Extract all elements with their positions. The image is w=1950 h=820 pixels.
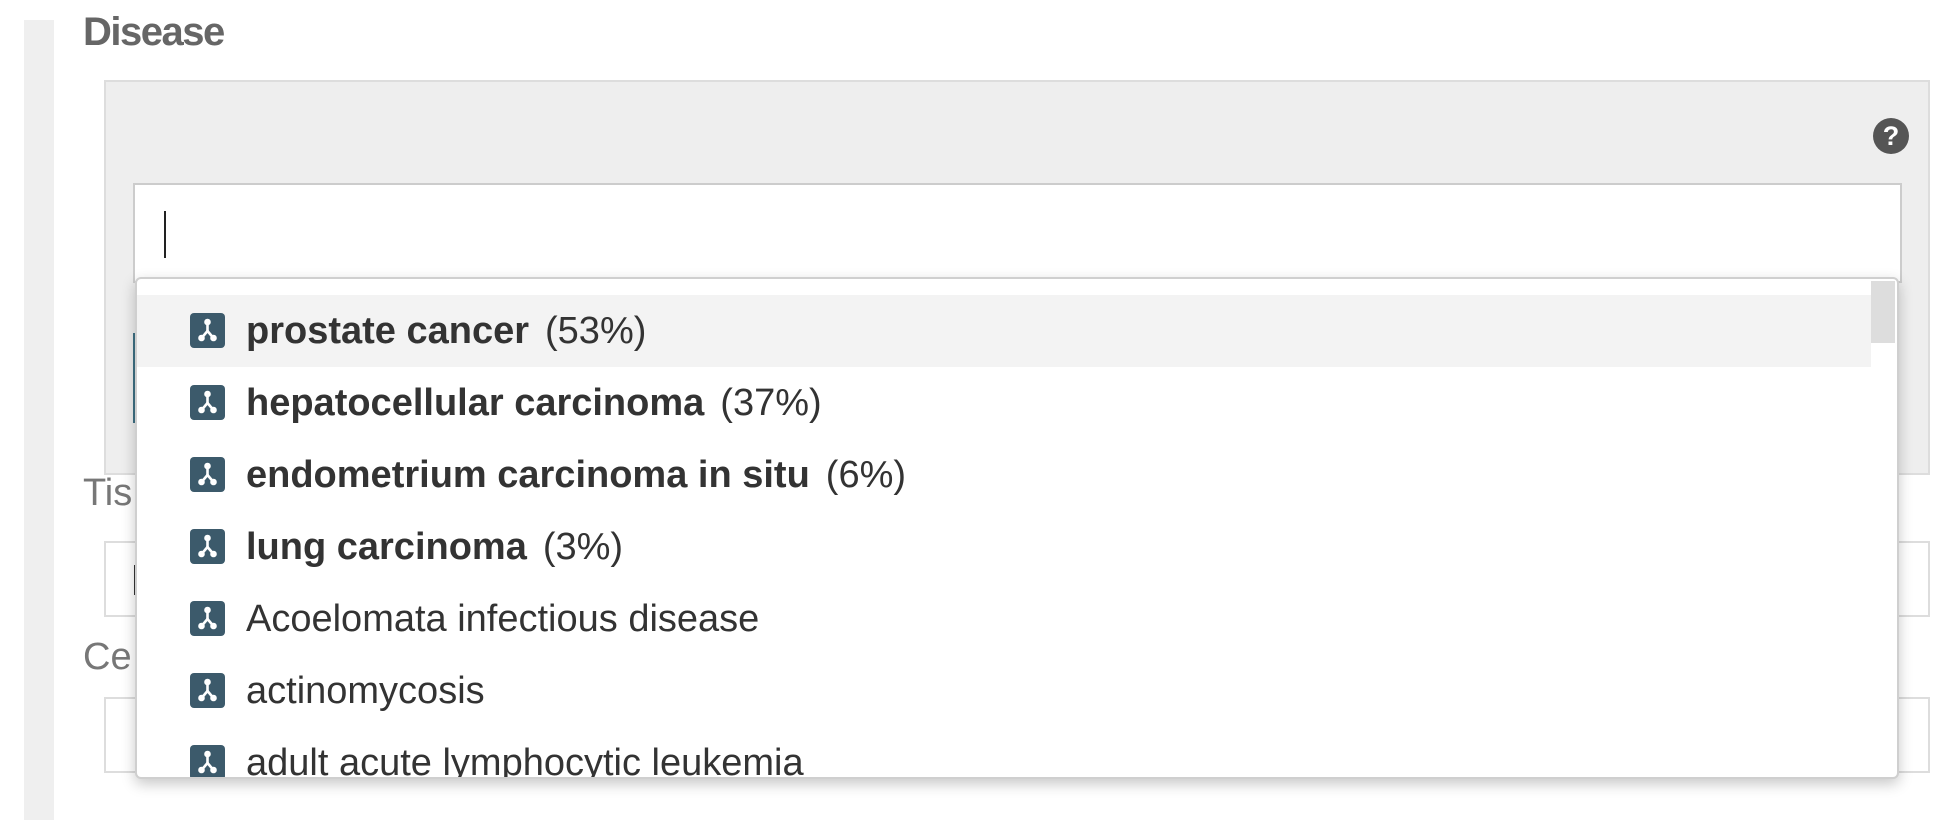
- ontology-term-icon: [190, 313, 225, 348]
- cell-field-label: Ce: [83, 636, 132, 678]
- dropdown-item-name: Acoelomata infectious disease: [246, 598, 760, 640]
- dropdown-item-percent: (37%): [720, 382, 822, 424]
- dropdown-item-text: endometrium carcinoma in situ (6%): [246, 439, 906, 511]
- dropdown-item-text: hepatocellular carcinoma (37%): [246, 367, 822, 439]
- ontology-term-icon: [190, 745, 225, 777]
- dropdown-item-text: adult acute lymphocytic leukemia: [246, 727, 804, 779]
- question-circle-icon[interactable]: ?: [1873, 118, 1909, 154]
- ontology-term-icon: [190, 529, 225, 564]
- section-title: Disease: [83, 10, 225, 54]
- dropdown-item-name: lung carcinoma: [246, 526, 527, 568]
- dropdown-item-name: prostate cancer: [246, 310, 530, 352]
- ontology-term-icon: [190, 601, 225, 636]
- dropdown-item-text: Acoelomata infectious disease: [246, 583, 759, 655]
- dropdown-item-name: actinomycosis: [246, 670, 485, 712]
- dropdown-item-text: lung carcinoma (3%): [246, 511, 623, 583]
- dropdown-item-percent: (6%): [825, 454, 907, 496]
- text-cursor: [164, 211, 166, 258]
- dropdown-item-text: actinomycosis: [246, 655, 485, 727]
- ontology-term-icon: [190, 673, 225, 708]
- dropdown-item-text: prostate cancer (53%): [246, 295, 646, 367]
- dropdown-item-percent: (53%): [545, 310, 647, 352]
- dropdown-item[interactable]: hepatocellular carcinoma (37%): [137, 367, 1871, 439]
- dropdown-item-name: hepatocellular carcinoma: [246, 382, 705, 424]
- left-rail: [24, 20, 54, 820]
- dropdown-item-percent: (3%): [542, 526, 624, 568]
- dropdown-item-name: endometrium carcinoma in situ: [246, 454, 810, 496]
- dropdown-item[interactable]: endometrium carcinoma in situ (6%): [137, 439, 1871, 511]
- dropdown-item[interactable]: adult acute lymphocytic leukemia: [137, 727, 1871, 779]
- ontology-term-icon: [190, 385, 225, 420]
- dropdown-item[interactable]: Acoelomata infectious disease: [137, 583, 1871, 655]
- dropdown-item[interactable]: lung carcinoma (3%): [137, 511, 1871, 583]
- ontology-term-icon: [190, 457, 225, 492]
- dropdown-item[interactable]: actinomycosis: [137, 655, 1871, 727]
- dropdown-item-name: adult acute lymphocytic leukemia: [246, 742, 804, 779]
- disease-search-input[interactable]: [133, 183, 1902, 283]
- autocomplete-list: prostate cancer (53%) hepatocellular carc…: [137, 279, 1897, 779]
- dropdown-scrollbar[interactable]: [1871, 281, 1895, 343]
- dropdown-item[interactable]: prostate cancer (53%): [137, 295, 1871, 367]
- autocomplete-dropdown: prostate cancer (53%) hepatocellular carc…: [135, 277, 1899, 779]
- tissue-field-label: Tis: [83, 472, 133, 514]
